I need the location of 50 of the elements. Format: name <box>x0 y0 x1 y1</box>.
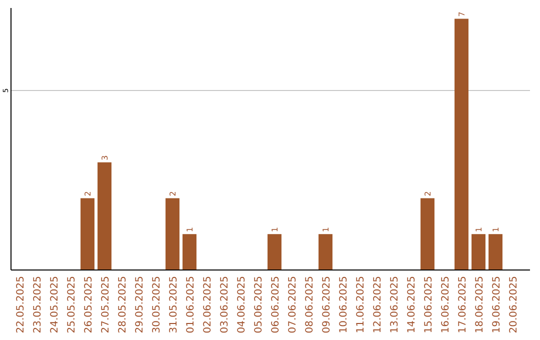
bar <box>182 234 196 270</box>
data-label: 1 <box>492 227 500 232</box>
x-tick-label: 17.06.2025 <box>458 276 468 334</box>
x-tick-label: 31.05.2025 <box>168 276 180 334</box>
data-label: 2 <box>84 191 92 196</box>
x-tick-label: 23.05.2025 <box>32 276 44 334</box>
data-label: 2 <box>168 191 178 196</box>
bar <box>472 234 486 270</box>
x-tick-label: 08.06.2025 <box>304 276 316 334</box>
x-tick-label: 16.06.2025 <box>440 276 452 334</box>
x-tick-label: 06.06.2025 <box>270 276 282 334</box>
x-tick-label: 20.06.2025 <box>508 276 520 334</box>
x-tick-label: 01.06.2025 <box>186 276 196 334</box>
x-tick-label: 22.05.2025 <box>16 276 26 334</box>
data-label: 1 <box>322 227 330 232</box>
x-tick-label: 26.05.2025 <box>84 276 94 334</box>
x-tick-label: 24.05.2025 <box>50 276 60 334</box>
x-tick-label: 05.06.2025 <box>254 276 264 334</box>
bar <box>80 198 94 270</box>
x-tick-label: 15.06.2025 <box>424 276 434 334</box>
data-label: 1 <box>270 227 280 232</box>
data-label: 2 <box>424 191 432 196</box>
bar <box>454 18 468 270</box>
x-tick-label: 29.05.2025 <box>134 276 146 334</box>
x-tick-label: 02.06.2025 <box>202 276 214 334</box>
x-tick-label: 18.06.2025 <box>474 276 486 334</box>
x-tick-label: 19.06.2025 <box>492 276 502 334</box>
bar <box>98 162 112 270</box>
x-tick-label: 27.05.2025 <box>100 276 112 334</box>
x-tick-label: 07.06.2025 <box>288 276 298 334</box>
x-tick-label: 25.05.2025 <box>66 276 78 334</box>
bar <box>166 198 180 270</box>
x-tick-label: 04.06.2025 <box>236 276 248 334</box>
data-label: 7 <box>458 12 466 17</box>
bar <box>488 234 502 270</box>
x-tick-label: 11.06.2025 <box>356 276 366 334</box>
x-tick-label: 13.06.2025 <box>390 276 400 334</box>
data-label: 1 <box>474 227 484 232</box>
data-label: 1 <box>186 227 194 232</box>
data-label: 3 <box>100 155 110 160</box>
x-tick-label: 03.06.2025 <box>220 276 230 334</box>
bar <box>420 198 434 270</box>
x-tick-label: 12.06.2025 <box>372 276 384 334</box>
x-tick-label: 10.06.2025 <box>338 276 350 334</box>
bar <box>318 234 332 270</box>
x-tick-label: 14.06.2025 <box>406 276 418 334</box>
x-tick-label: 28.05.2025 <box>118 276 128 334</box>
x-tick-label: 30.05.2025 <box>152 276 162 334</box>
x-tick-label: 09.06.2025 <box>322 276 332 334</box>
bar <box>268 234 282 270</box>
